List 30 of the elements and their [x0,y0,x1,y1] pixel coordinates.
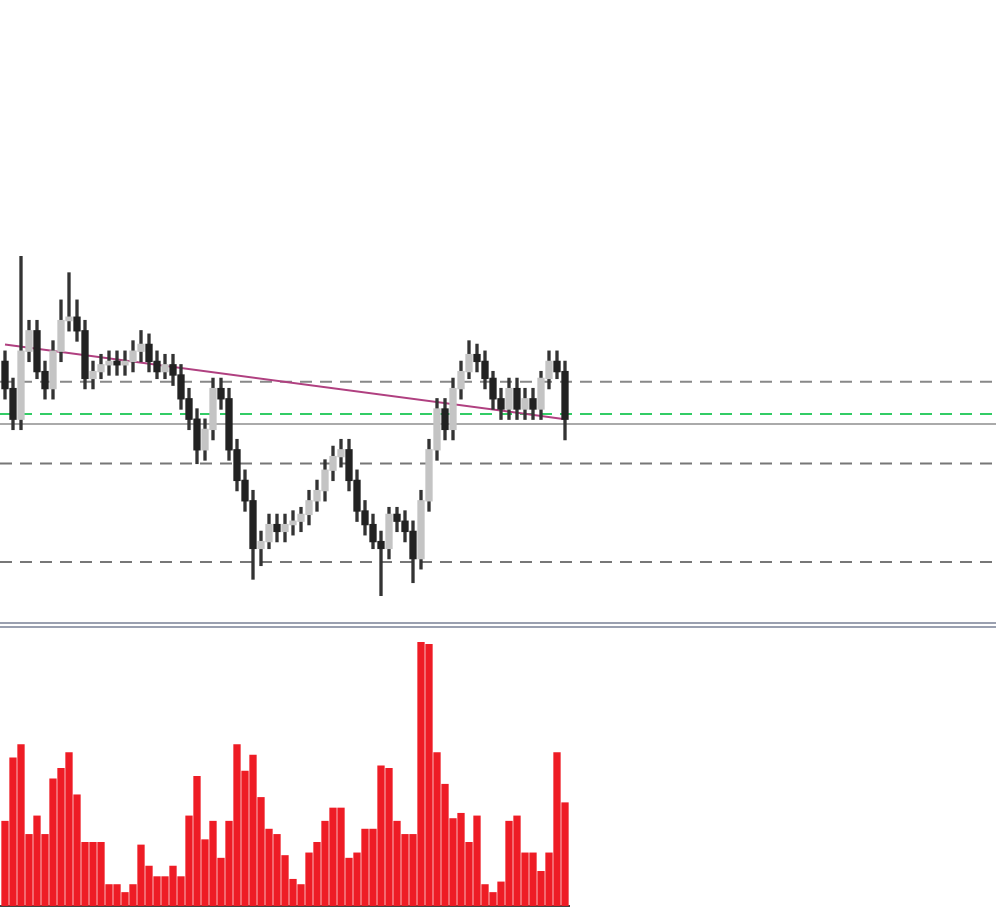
bar [425,643,433,906]
bar [121,892,129,906]
bar [273,834,281,906]
bar [553,752,561,906]
bar [233,744,241,906]
bar [457,812,465,906]
bar [33,815,41,906]
bar [513,815,521,906]
bar [97,841,105,906]
bar [193,775,201,906]
candlestick [105,350,113,376]
bar [385,768,393,906]
bar [89,841,97,906]
bar [377,765,385,906]
bar [249,754,257,906]
bar [209,820,217,906]
bar [329,807,337,906]
bar [17,744,25,906]
candlestick [289,510,297,536]
bar [65,752,73,906]
bar [529,852,537,906]
bar [113,884,121,906]
bar [473,815,481,906]
bar [417,642,425,906]
bar [505,820,513,906]
bar [361,828,369,906]
bar [137,844,145,906]
candlestick [113,350,121,376]
bar [169,865,177,906]
bar [337,807,345,906]
